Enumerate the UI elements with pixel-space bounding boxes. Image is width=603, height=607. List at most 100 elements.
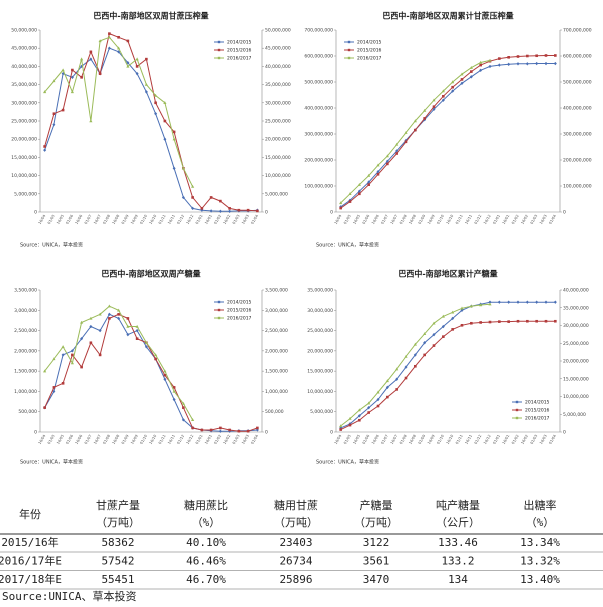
marker — [460, 72, 464, 76]
y2-tick-label: 200,000,000 — [563, 158, 592, 164]
marker — [544, 300, 548, 304]
y2-tick-label: 25,000,000 — [563, 341, 589, 347]
marker — [442, 95, 445, 98]
marker — [80, 365, 83, 369]
x-tick-label: 01/02 — [213, 434, 222, 445]
marker — [469, 304, 473, 308]
marker — [367, 405, 371, 410]
y-tick-label: 40,000,000 — [11, 64, 37, 70]
marker — [451, 80, 455, 84]
x-tick-label: 16/10 — [149, 213, 158, 225]
x-tick-label: 01/06 — [65, 433, 74, 445]
marker — [395, 377, 399, 381]
table-header: （%） — [526, 516, 555, 529]
x-tick-label: 01/10 — [139, 433, 148, 445]
marker — [404, 131, 408, 134]
table-header: （%） — [192, 516, 221, 529]
x-tick-label: 01/04 — [548, 433, 557, 445]
x-tick-label: 16/08 — [112, 213, 121, 225]
y-tick-label: 600,000,000 — [304, 54, 333, 60]
marker — [451, 89, 455, 93]
marker — [414, 128, 417, 132]
marker — [52, 386, 56, 389]
marker — [357, 183, 361, 186]
x-tick-label: 01/02 — [213, 214, 222, 225]
marker — [423, 108, 427, 112]
marker — [385, 385, 389, 390]
x-tick-label: 16/06 — [371, 433, 380, 445]
x-tick-label: 01/12 — [176, 434, 185, 445]
marker — [385, 159, 389, 163]
legend-label: 2015/2016 — [227, 308, 252, 314]
y-tick-label: 100,000,000 — [304, 184, 333, 190]
marker — [52, 112, 56, 116]
x-tick-label: 01/09 — [121, 213, 130, 225]
marker — [479, 303, 483, 307]
y-tick-label: 3,500,000 — [14, 288, 37, 294]
marker — [70, 361, 74, 365]
table-cell: 58362 — [101, 536, 134, 549]
y-tick-label: 25,000,000 — [11, 119, 37, 125]
x-tick-label: 16/03 — [539, 214, 548, 225]
table-cell: 46.46% — [186, 555, 226, 568]
y-tick-label: 0 — [330, 430, 333, 436]
marker — [376, 170, 380, 174]
marker — [348, 192, 352, 195]
marker — [89, 57, 93, 61]
marker — [144, 345, 148, 349]
marker — [61, 345, 65, 348]
series-line — [340, 301, 556, 429]
x-tick-label: 01/10 — [436, 433, 445, 445]
table-source: Source:UNICA、草本投资 — [2, 589, 136, 603]
marker — [126, 64, 130, 68]
marker — [367, 173, 371, 177]
marker — [108, 317, 111, 320]
legend-marker — [347, 56, 351, 60]
table-cell: 13.32% — [520, 555, 560, 568]
y2-tick-label: 45,000,000 — [265, 46, 291, 52]
x-tick-label: 16/11 — [464, 214, 473, 225]
x-tick-label: 16/01 — [502, 214, 511, 225]
series-line — [340, 55, 556, 209]
y2-tick-label: 5,000,000 — [563, 412, 586, 418]
marker — [191, 426, 194, 430]
marker — [441, 324, 445, 329]
y-tick-label: 1,500,000 — [14, 369, 37, 375]
marker — [52, 122, 56, 127]
table-cell: 25896 — [279, 573, 312, 586]
y2-tick-label: 10,000,000 — [265, 173, 291, 179]
legend-label: 2016/2017 — [525, 416, 550, 422]
series-line — [44, 313, 258, 432]
series-line — [44, 313, 258, 432]
table-header: （万吨） — [274, 516, 318, 529]
marker — [61, 382, 65, 385]
table-header: 产糖量 — [360, 498, 393, 512]
x-tick-label: 16/06 — [371, 213, 380, 225]
y2-tick-label: 40,000,000 — [265, 64, 291, 70]
marker — [339, 428, 342, 431]
x-tick-label: 16/05 — [352, 434, 361, 445]
marker — [357, 189, 361, 193]
x-tick-label: 01/01 — [195, 434, 204, 445]
marker — [154, 357, 157, 361]
marker — [497, 300, 501, 304]
y2-tick-label: 35,000,000 — [265, 82, 291, 88]
marker — [423, 332, 427, 336]
marker — [144, 341, 148, 344]
y2-tick-label: 700,000,000 — [563, 28, 592, 34]
y-tick-label: 20,000,000 — [11, 137, 37, 143]
marker — [61, 68, 65, 72]
marker — [209, 209, 213, 213]
marker — [357, 408, 361, 412]
x-tick-label: 16/07 — [390, 214, 399, 225]
marker — [181, 195, 185, 200]
marker — [358, 418, 361, 422]
marker — [470, 70, 473, 73]
marker — [228, 428, 231, 432]
marker — [386, 395, 389, 399]
x-tick-label: 01/08 — [399, 433, 408, 445]
table-cell: 3470 — [363, 573, 390, 586]
y2-tick-label: 0 — [563, 430, 566, 436]
table-cell: 2017/18年E — [0, 572, 62, 586]
